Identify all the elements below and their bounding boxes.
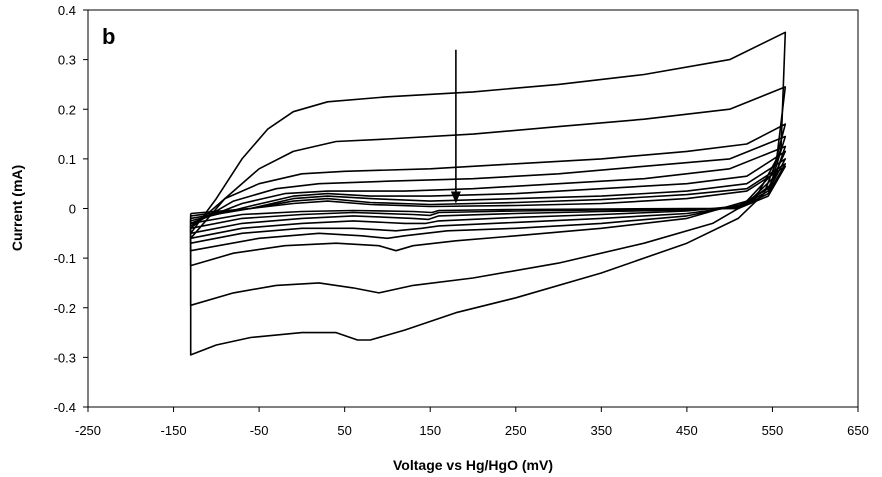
x-tick-label: -150 xyxy=(161,423,187,438)
decreasing-current-arrow xyxy=(450,49,461,204)
y-tick-label: 0.2 xyxy=(58,102,76,117)
cv-cycle-6 xyxy=(189,150,787,240)
cv-cycle-1 xyxy=(189,31,787,356)
plot-area-frame xyxy=(87,9,859,408)
y-tick-label: 0.1 xyxy=(58,152,76,167)
y-tick-label: 0 xyxy=(69,202,76,217)
x-tick-label: 250 xyxy=(505,423,527,438)
y-tick-label: 0.4 xyxy=(58,3,76,18)
arrow-head xyxy=(450,191,461,204)
cv-cycle-2 xyxy=(189,86,787,307)
voltammogram-curves xyxy=(189,31,787,356)
x-tick-label: -250 xyxy=(75,423,101,438)
x-tick-label: 550 xyxy=(762,423,784,438)
cv-cycle-9 xyxy=(189,165,787,225)
x-tick-label: 350 xyxy=(590,423,612,438)
y-tick-label: -0.3 xyxy=(54,350,76,365)
x-tick-label: 50 xyxy=(337,423,351,438)
cv-cycle-8 xyxy=(189,163,787,230)
x-axis-title: Voltage vs Hg/HgO (mV) xyxy=(393,457,553,473)
x-tick-label: 150 xyxy=(419,423,441,438)
y-tick-label: 0.3 xyxy=(58,53,76,68)
y-tick-label: -0.4 xyxy=(54,400,76,415)
x-tick-label: -50 xyxy=(250,423,269,438)
y-tick-label: -0.2 xyxy=(54,301,76,316)
y-tick-label: -0.1 xyxy=(54,251,76,266)
x-axis-ticks: -250 -150 -50 50 150 250 350 450 550 650 xyxy=(75,407,869,438)
x-tick-label: 650 xyxy=(847,423,869,438)
x-tick-label: 450 xyxy=(676,423,698,438)
y-axis-ticks: -0.4 -0.3 -0.2 -0.1 0 0.1 0.2 0.3 0.4 xyxy=(54,3,88,415)
cv-cycle-7 xyxy=(189,158,787,235)
panel-label: b xyxy=(102,24,115,49)
y-axis-title: Current (mA) xyxy=(9,165,25,251)
